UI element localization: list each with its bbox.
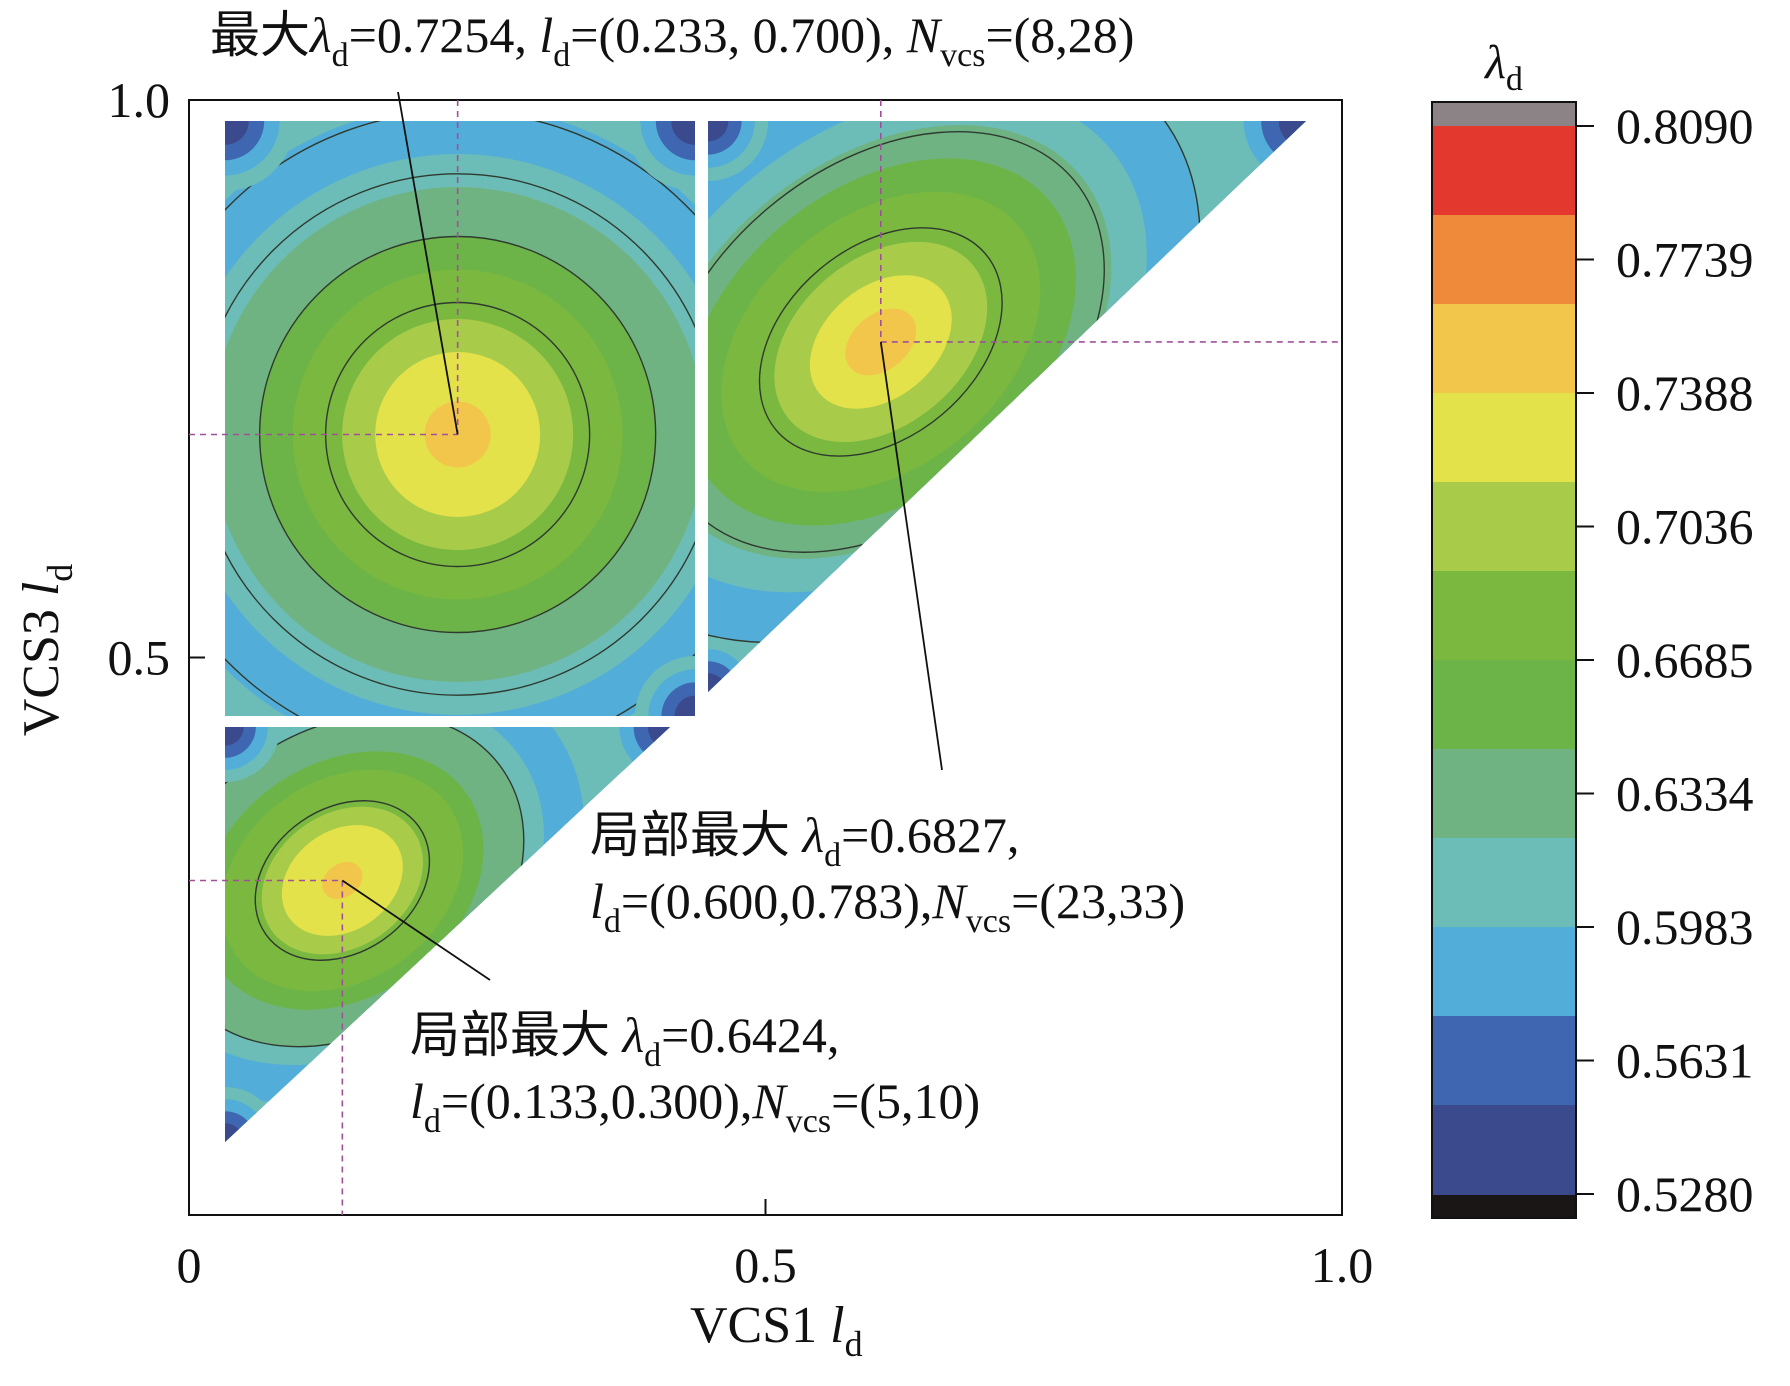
upper-left-corner-band [671, 121, 695, 145]
colorbar-segment [1432, 215, 1576, 305]
lower-corner-band [225, 1111, 256, 1142]
global-max-text-line: 最大λd=0.7254, ld=(0.233, 0.700), Nvcs=(8,… [210, 7, 1134, 74]
colorbar-segment [1432, 126, 1576, 216]
colorbar-segment [1432, 482, 1576, 572]
y-axis: 0.5 1.0 [108, 72, 205, 686]
x-tick-label: 1.0 [1311, 1237, 1374, 1293]
local-max-1-leader-line [879, 341, 943, 771]
colorbar-over-cap [1432, 102, 1576, 126]
colorbar-segment [1432, 571, 1576, 661]
colorbar-tick-label: 0.5983 [1616, 899, 1754, 955]
leader-lines [341, 91, 943, 981]
colorbar-segment [1432, 660, 1576, 750]
colorbar-title: λd [1483, 36, 1523, 98]
lower-corner-band [225, 727, 244, 746]
colorbar-segment [1432, 1016, 1576, 1106]
colorbar-segment [1432, 393, 1576, 483]
colorbar-tick-label: 0.7036 [1616, 499, 1754, 555]
colorbar-segment [1432, 1105, 1576, 1195]
colorbar-segment [1432, 838, 1576, 928]
colorbar: 0.8090 0.7739 0.7388 0.7036 0.6685 0.6334 0.59… [1431, 36, 1754, 1222]
upper-right-contour [758, 227, 1003, 457]
local-max-1-text-line: 局部最大 λd=0.6827, [590, 807, 1019, 874]
y-tick-label: 1.0 [108, 72, 171, 128]
annotations: 最大λd=0.7254, ld=(0.233, 0.700), Nvcs=(8,… [210, 7, 1185, 1140]
local-max-2-leader-line [341, 879, 491, 981]
colorbar-under-cap [1432, 1194, 1576, 1218]
colorbar-tick-label: 0.6685 [1616, 632, 1754, 688]
local-max-1-text-line: ld=(0.600,0.783),Nvcs=(23,33) [590, 873, 1185, 940]
upper-left-contour [225, 173, 695, 696]
colorbar-segment [1432, 749, 1576, 839]
colorbar-segment [1432, 927, 1576, 1017]
lower-contour [254, 800, 431, 961]
upper-right-corner-band [708, 121, 742, 155]
x-tick-label: 0.5 [734, 1237, 797, 1293]
upper-left-corner-band [674, 695, 695, 716]
upper-left-corner-band [225, 121, 249, 145]
guide-lines [189, 100, 1342, 1215]
y-tick-label: 0.5 [108, 630, 171, 686]
upper-right-corner-band [708, 673, 727, 692]
x-axis: 0 0.5 1.0 [177, 1199, 1374, 1293]
colorbar-tick-label: 0.7739 [1616, 232, 1754, 288]
colorbar-tick-label: 0.5280 [1616, 1166, 1754, 1222]
colorbar-tick-label: 0.8090 [1616, 98, 1754, 154]
global-max-leader-line [397, 91, 459, 435]
lower-corner-band [225, 727, 256, 758]
x-axis-label: VCS1 ld [690, 1297, 863, 1364]
region-upper-left-corners [225, 121, 695, 716]
colorbar-tick-label: 0.5631 [1616, 1033, 1754, 1089]
colorbar-tick-label: 0.6334 [1616, 766, 1754, 822]
local-max-2-text-line: 局部最大 λd=0.6424, [410, 1007, 839, 1074]
upper-right-corner-band [708, 661, 739, 692]
colorbar-tick-label: 0.7388 [1616, 365, 1754, 421]
colorbar-segment [1432, 304, 1576, 394]
x-tick-label: 0 [177, 1237, 202, 1293]
local-max-2-text-line: ld=(0.133,0.300),Nvcs=(5,10) [410, 1073, 980, 1140]
upper-right-corner-band [708, 121, 729, 142]
lower-corner-band [225, 1123, 244, 1142]
y-axis-label: VCS3 ld [13, 564, 80, 737]
